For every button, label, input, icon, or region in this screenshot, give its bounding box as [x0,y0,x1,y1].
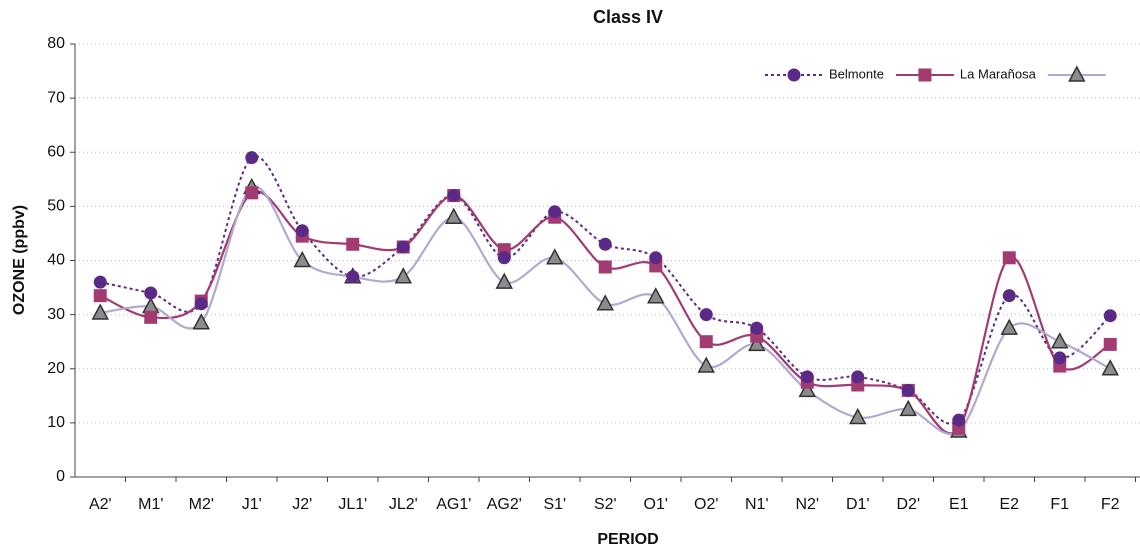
point [596,294,615,311]
point [548,205,562,219]
point [851,370,865,384]
point [1101,359,1120,376]
x-tick-label: N1' [745,496,769,513]
point [699,308,713,322]
x-tick-label: J2' [292,496,312,513]
point [91,303,110,320]
point [918,68,932,82]
x-tick-label: F1 [1050,496,1069,513]
y-tick-label: 60 [47,143,65,160]
x-tick-label: JL2' [389,496,418,513]
point [1050,332,1069,349]
point [750,321,764,335]
series-line [99,190,1111,435]
y-tick-label: 50 [47,198,65,215]
y-tick-label: 80 [47,35,65,52]
point [346,270,360,284]
point [1068,65,1086,82]
point [444,207,463,224]
point [798,380,817,398]
point [848,407,867,425]
x-tick-label: S2' [594,496,617,513]
x-tick-label: D1' [846,496,870,513]
point [598,237,612,251]
chart-title: Class IV [593,7,663,27]
x-tick-label: M2' [189,496,214,513]
point [1002,289,1016,303]
x-tick-label: D2' [896,496,920,513]
point [1103,337,1117,351]
x-tick-label: A2' [89,496,112,513]
x-tick-label: AG2' [487,496,522,513]
point [394,267,413,284]
point [396,240,410,254]
point [697,356,716,373]
y-tick-label: 30 [47,306,65,323]
x-axis-title: PERIOD [597,531,658,548]
y-tick-label: 70 [47,89,65,106]
x-tick-label: F2 [1101,496,1120,513]
point [192,313,211,330]
point [1000,318,1019,335]
point [497,251,511,265]
point [495,272,514,289]
point [194,297,208,311]
y-tick-label: 40 [47,252,65,269]
point [747,334,766,352]
point [144,310,158,324]
point [295,224,309,238]
point [649,251,663,265]
point [901,383,915,397]
legend-label: La Marañosa [960,66,1037,81]
point [245,186,259,200]
x-tick-label: J1' [242,496,262,513]
point [699,335,713,349]
point [293,250,312,268]
point [598,260,612,274]
x-tick-label: S1' [543,496,566,513]
point [899,399,918,417]
legend-label: Belmonte [829,66,884,81]
point [646,287,665,304]
point [93,289,107,303]
point [1103,309,1117,323]
x-tick-label: AG1' [436,496,471,513]
point [545,248,564,265]
point [245,151,259,165]
point [1002,251,1016,265]
x-tick-label: N2' [795,496,819,513]
y-tick-label: 0 [56,468,65,485]
x-tick-label: E1 [949,496,969,513]
x-tick-label: M1' [138,496,163,513]
x-tick-label: JL1' [338,496,367,513]
point [93,275,107,289]
point [800,370,814,384]
x-tick-label: E2 [999,496,1019,513]
point [144,286,158,300]
x-tick-label: O2' [694,496,718,513]
y-tick-label: 20 [47,360,65,377]
x-tick-label: O1' [644,496,668,513]
point [1053,351,1067,365]
y-tick-label: 10 [47,414,65,431]
point [346,237,360,251]
point [952,413,966,427]
y-axis-title: OZONE (ppbv) [11,205,28,315]
point [447,189,461,203]
point [787,68,801,82]
